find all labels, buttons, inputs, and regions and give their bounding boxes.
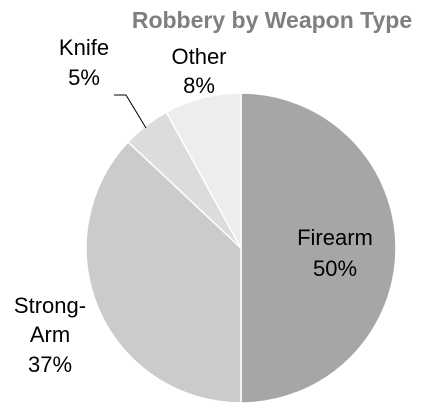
chart-title: Robbery by Weapon Type (132, 7, 412, 33)
pie-slice-strong-arm (85, 140, 242, 404)
knife-leader-line (114, 94, 147, 129)
slice-label-strong-arm-line1: Strong- (14, 293, 86, 318)
pie-slice-firearm (240, 92, 397, 404)
slice-value-knife: 5% (68, 65, 100, 90)
slice-label-strong-arm-line2: Arm (30, 322, 70, 347)
pie-slice-other (165, 92, 242, 249)
slice-value-firearm: 50% (313, 256, 357, 281)
slice-label-firearm: Firearm (297, 225, 373, 250)
slice-label-knife: Knife (59, 35, 109, 60)
slice-value-other: 8% (183, 73, 215, 98)
pie-slices (85, 92, 397, 404)
slice-value-strong-arm: 37% (28, 352, 72, 377)
slice-label-other: Other (171, 44, 226, 69)
